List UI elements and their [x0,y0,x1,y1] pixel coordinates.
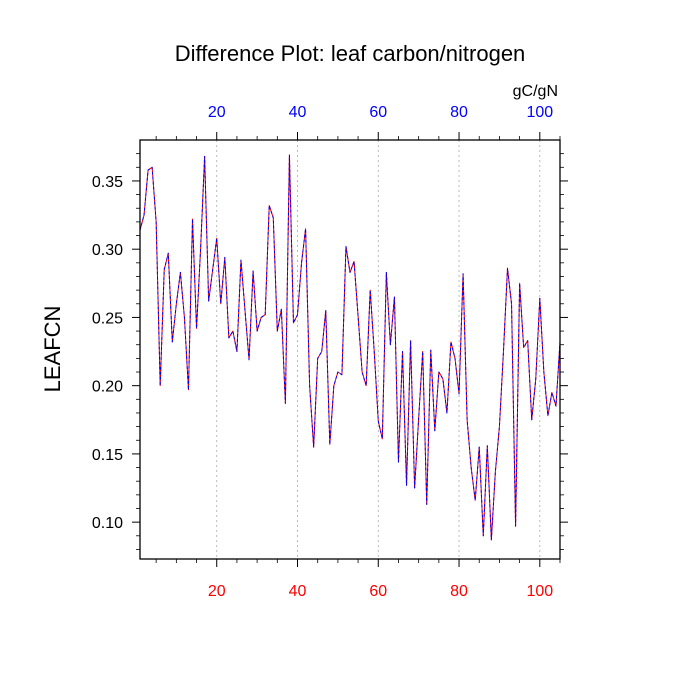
units-label: gC/gN [513,83,558,100]
x-tick-label-bottom: 40 [289,583,307,600]
x-tick-label-top: 20 [208,104,226,121]
x-tick-label-bottom: 100 [526,583,553,600]
series-lines [139,154,561,541]
gridlines [216,140,541,559]
y-tick-label: 0.10 [92,515,123,532]
axes: 20 20 40 40 60 60 80 80 100 100 0.10 0.15 0.20 0.25 0.… [92,104,568,600]
x-tick-label-bottom: 60 [369,583,387,600]
series-line-red [139,154,561,541]
y-tick-label: 0.30 [92,242,123,259]
plot-frame [139,139,561,560]
y-tick-label: 0.25 [92,310,123,327]
y-tick-label: 0.15 [92,447,123,464]
y-tick-label: 0.20 [92,379,123,396]
x-tick-label-top: 80 [450,104,468,121]
series-line-blue [139,154,561,541]
x-tick-label-top: 60 [369,104,387,121]
chart-title: Difference Plot: leaf carbon/nitrogen [175,41,526,66]
y-tick-label: 0.35 [92,174,123,191]
x-tick-label-top: 100 [526,104,553,121]
x-tick-label-bottom: 20 [208,583,226,600]
y-axis-label: LEAFCN [40,306,65,393]
x-tick-label-bottom: 80 [450,583,468,600]
x-tick-label-top: 40 [289,104,307,121]
